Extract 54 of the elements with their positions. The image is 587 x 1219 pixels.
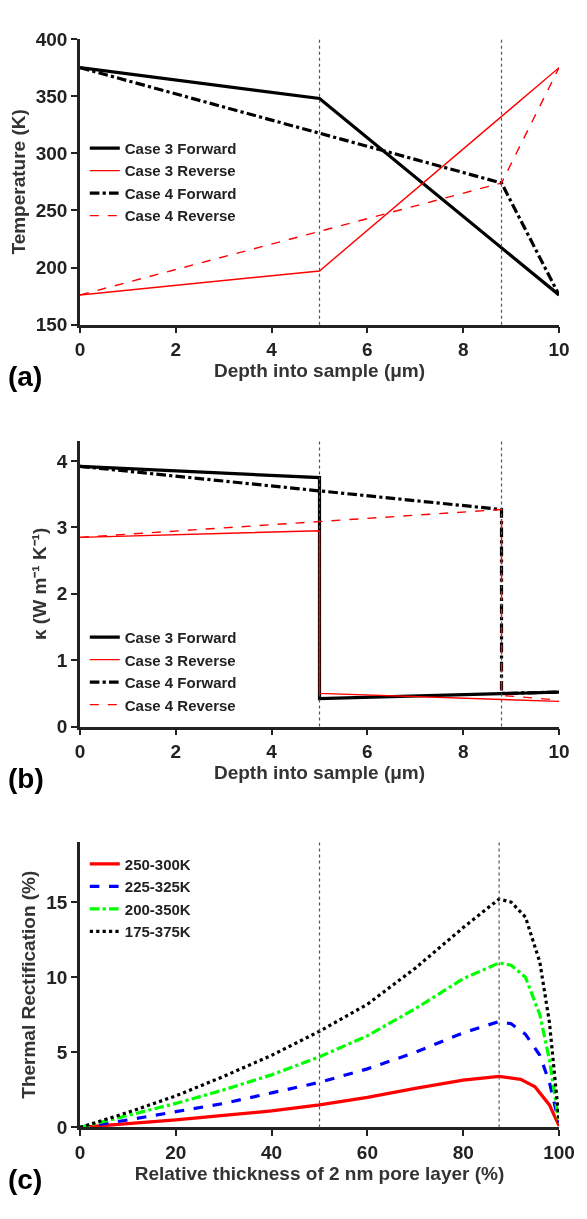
y-tick-label: 1 xyxy=(56,649,68,671)
x-tick-label: 6 xyxy=(362,339,373,361)
text: (b) xyxy=(8,763,44,794)
x-tick-label: 20 xyxy=(165,1142,187,1164)
y-axis-title: Thermal Rectification (%) xyxy=(18,870,40,1099)
x-axis-title: Depth into sample (μm) xyxy=(213,762,426,784)
y-tick-label: 5 xyxy=(56,1041,68,1063)
legend-label: 225-325K xyxy=(124,878,191,896)
x-tick-label: 8 xyxy=(457,339,469,361)
y-tick-label: 0 xyxy=(56,1117,68,1139)
x-tick-label: 2 xyxy=(170,339,182,361)
x-tick-label: 0 xyxy=(74,339,86,361)
legend-label: Case 3 Reverse xyxy=(124,651,236,669)
legend-label: 200-350K xyxy=(124,900,191,918)
legend-label: Case 3 Forward xyxy=(124,139,237,157)
y-tick-label: 10 xyxy=(46,966,68,988)
x-axis-title: Depth into sample (μm) xyxy=(213,360,426,382)
y-axis-title: κ (W m⁻¹ K⁻¹) xyxy=(28,527,50,641)
x-tick-label: 10 xyxy=(548,741,570,763)
y-tick-label: 0 xyxy=(56,716,68,738)
x-tick-label: 4 xyxy=(266,741,278,763)
legend-label: Case 3 Reverse xyxy=(124,162,236,180)
x-tick-label: 80 xyxy=(452,1142,474,1164)
y-tick-label: 250 xyxy=(35,200,68,222)
text: (c) xyxy=(8,1164,43,1195)
legend-label: Case 4 Forward xyxy=(124,674,237,691)
y-tick-label: 2 xyxy=(56,583,68,605)
y-tick-label: 150 xyxy=(35,314,68,336)
text: (a) xyxy=(8,361,43,392)
x-tick-label: 0 xyxy=(74,1142,86,1164)
legend-label: Case 4 Forward xyxy=(124,184,237,202)
y-tick-label: 3 xyxy=(56,517,68,539)
legend-label: 250-300K xyxy=(124,855,191,873)
legend-label: Case 4 Reverse xyxy=(124,696,236,714)
y-tick-label: 400 xyxy=(35,28,68,50)
x-tick-label: 2 xyxy=(170,741,182,763)
x-tick-label: 40 xyxy=(261,1142,283,1164)
y-tick-label: 15 xyxy=(46,891,68,913)
x-tick-label: 60 xyxy=(356,1142,378,1164)
x-tick-label: 0 xyxy=(74,741,86,763)
x-tick-label: 4 xyxy=(266,339,278,361)
y-tick-label: 300 xyxy=(35,142,68,164)
x-axis-title: Relative thickness of 2 nm pore layer (%) xyxy=(134,1163,505,1185)
y-tick-label: 200 xyxy=(35,257,68,279)
y-tick-label: 350 xyxy=(35,85,68,107)
legend-label: 175-375K xyxy=(124,923,191,941)
x-tick-label: 10 xyxy=(548,339,570,361)
x-tick-label: 100 xyxy=(543,1142,575,1164)
legend-label: Case 4 Reverse xyxy=(124,207,236,225)
x-tick-label: 8 xyxy=(457,741,469,763)
legend-label: Case 3 Forward xyxy=(124,629,237,646)
y-axis-title: Temperature (K) xyxy=(7,109,29,255)
y-tick-label: 4 xyxy=(56,450,68,472)
x-tick-label: 6 xyxy=(362,741,373,763)
